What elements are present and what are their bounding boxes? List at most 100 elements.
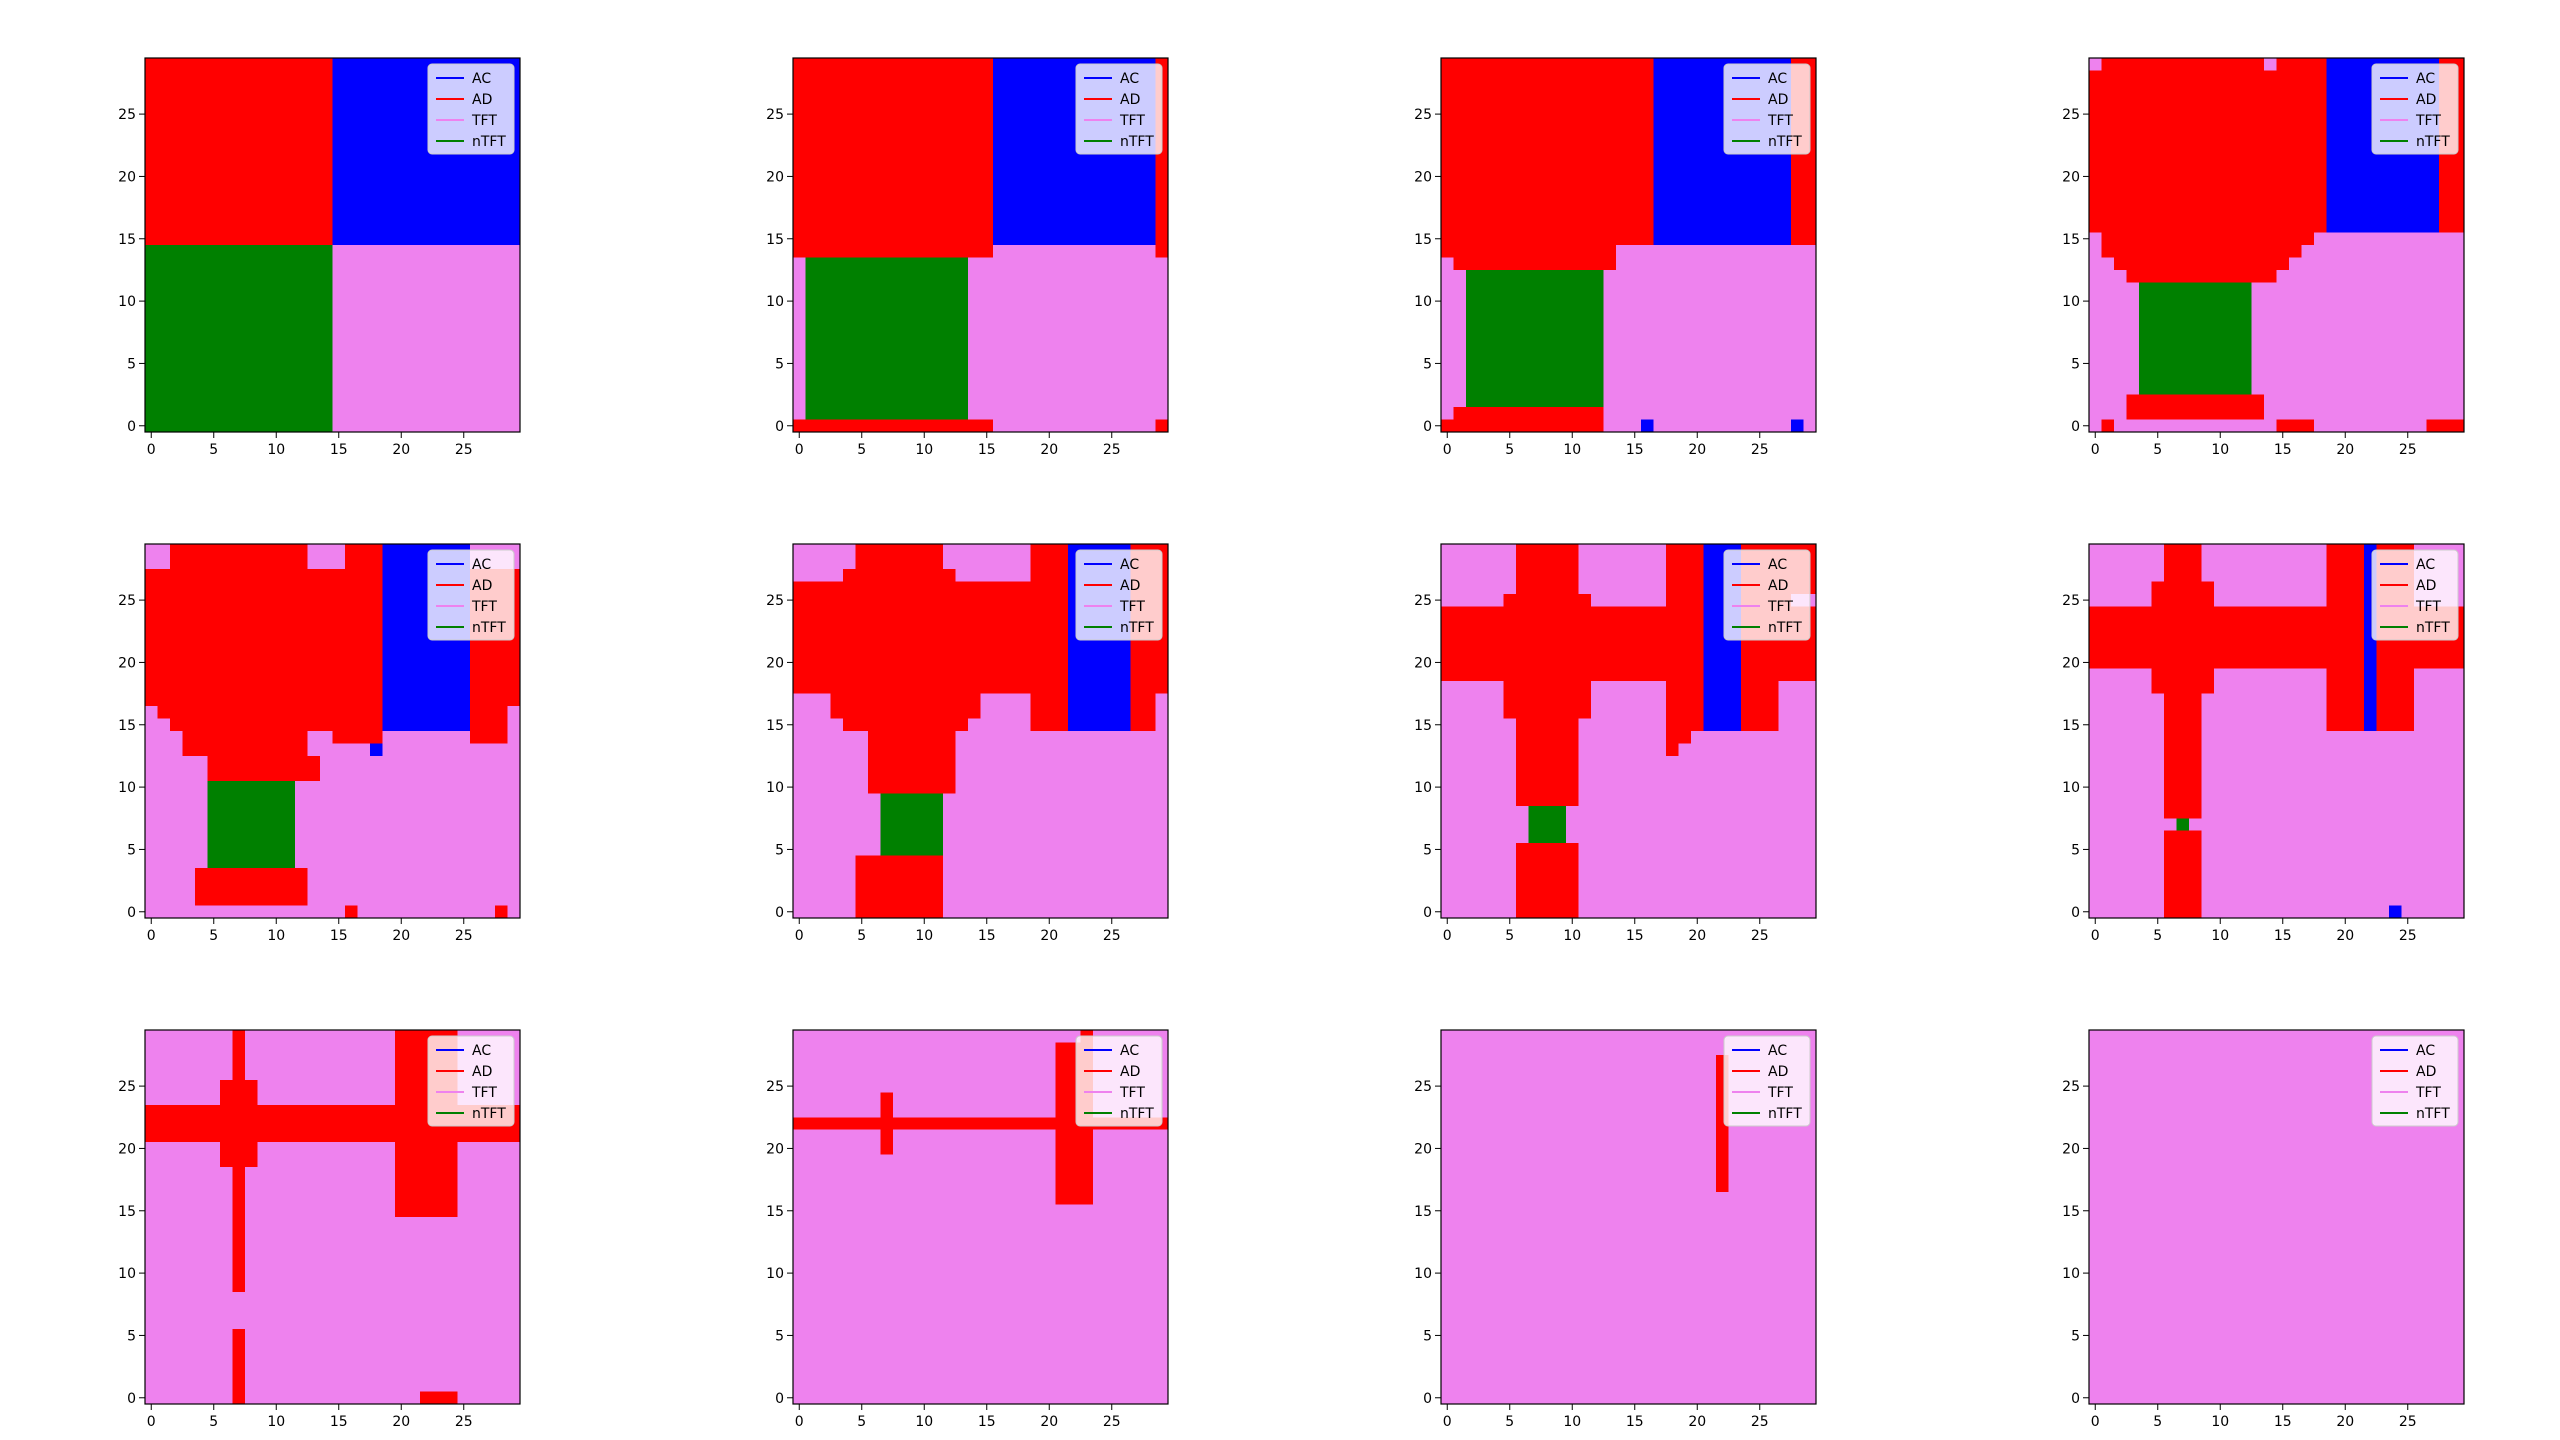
cell-tft — [793, 1067, 1056, 1081]
legend-box — [1723, 1035, 1811, 1127]
cell-ad — [470, 643, 521, 657]
cell-ad — [843, 718, 969, 732]
cell-ad — [1503, 681, 1592, 694]
cell-tft — [145, 1042, 233, 1056]
cell-tft — [1441, 693, 1504, 707]
cell-ad — [843, 568, 956, 582]
cell-tft — [793, 1266, 1169, 1280]
legend-label-ac: AC — [472, 1043, 491, 1059]
cell-tft — [793, 718, 844, 732]
cell-tft — [1578, 568, 1667, 582]
x-tick-label: 15 — [978, 1414, 996, 1430]
cell-tft — [2201, 830, 2465, 844]
cell-tft — [145, 731, 183, 744]
cell-tft — [2089, 1192, 2465, 1205]
cell-tft — [1441, 1304, 1817, 1318]
cell-ac — [332, 182, 521, 196]
cell-ad — [2326, 693, 2365, 707]
x-tick-label: 15 — [1626, 442, 1644, 458]
legend-label-ad: AD — [472, 92, 492, 108]
cell-tft — [2089, 1229, 2465, 1243]
legend-label-ad: AD — [2416, 92, 2436, 108]
cell-tft — [245, 1279, 521, 1293]
cell-ad — [2101, 232, 2315, 246]
cell-tft — [2089, 581, 2152, 595]
cell-tft — [1728, 1154, 1817, 1168]
cell-tft — [793, 544, 856, 557]
cell-ac — [2326, 195, 2440, 208]
cell-tft — [2089, 1254, 2465, 1268]
cell-tft — [257, 1154, 396, 1168]
cell-tft — [1441, 1291, 1817, 1305]
cell-tft — [943, 855, 1169, 869]
cell-tft — [2114, 419, 2277, 433]
cell-tft — [1441, 1154, 1717, 1168]
cell-ad — [2164, 893, 2202, 906]
cell-tft — [1441, 1391, 1817, 1405]
y-tick-label: 0 — [1423, 905, 1432, 921]
legend-label-tft: TFT — [471, 599, 497, 615]
cell-ad — [1130, 668, 1169, 682]
cell-tft — [1578, 843, 1817, 857]
cell-ad — [145, 1117, 521, 1131]
cell-ad — [1441, 606, 1704, 620]
cell-ntft — [805, 344, 969, 358]
cell-tft — [2251, 382, 2465, 395]
legend-label-ac: AC — [1768, 71, 1787, 87]
cell-tft — [1441, 805, 1529, 819]
cell-tft — [2089, 544, 2165, 557]
cell-tft — [1566, 818, 1817, 832]
cell-ad — [1055, 1129, 1094, 1143]
y-tick-label: 0 — [127, 419, 136, 435]
cell-ad — [1130, 681, 1169, 694]
cell-tft — [793, 369, 806, 383]
cell-tft — [320, 755, 521, 769]
cell-ad — [2164, 805, 2202, 819]
cell-tft — [793, 793, 881, 807]
cell-tft — [968, 718, 1031, 732]
cell-ad — [868, 755, 956, 769]
cell-tft — [1603, 319, 1817, 333]
cell-ad — [332, 731, 383, 744]
legend: AC AD TFT nTFT — [1723, 549, 1811, 641]
cell-ntft — [207, 818, 296, 832]
cell-tft — [2089, 1092, 2465, 1106]
cell-tft — [793, 1241, 1169, 1255]
cell-tft — [1441, 880, 1517, 894]
cell-ad — [2089, 107, 2327, 121]
cell-ad — [868, 731, 956, 744]
cell-ad — [868, 780, 956, 794]
cell-tft — [2276, 269, 2465, 283]
cell-ntft — [805, 382, 969, 395]
legend-label-tft: TFT — [2415, 599, 2441, 615]
subplot-9: 0 5 10 15 20 25 0 5 10 15 20 25 AC AD TFT nTFT — [118, 1029, 521, 1430]
cell-ntft — [145, 269, 333, 283]
cell-tft — [2089, 1179, 2465, 1193]
cell-ac — [1703, 681, 1742, 694]
cell-ad — [1516, 905, 1579, 919]
cell-ntft — [805, 407, 969, 420]
cell-ad — [2326, 544, 2365, 557]
cell-ad — [793, 232, 994, 246]
cell-ac — [1653, 207, 1792, 221]
cell-tft — [1441, 1341, 1817, 1355]
cell-ad — [793, 593, 1069, 607]
cell-tft — [1603, 282, 1817, 296]
cell-tft — [968, 307, 1169, 321]
cell-ad — [2114, 257, 2290, 271]
cell-tft — [145, 1054, 233, 1068]
cell-tft — [1603, 419, 1642, 433]
cell-tft — [1441, 568, 1517, 582]
cell-tft — [943, 830, 1169, 844]
cell-tft — [145, 830, 208, 844]
x-tick-label: 0 — [2091, 1414, 2100, 1430]
cell-ad — [1666, 681, 1704, 694]
cell-ad — [880, 1142, 894, 1156]
cell-tft — [1441, 593, 1504, 607]
cell-tft — [2301, 245, 2465, 258]
cell-ad — [395, 1142, 458, 1156]
cell-tft — [2089, 1067, 2465, 1081]
y-tick-label: 5 — [1423, 356, 1432, 372]
y-tick-label: 15 — [118, 718, 136, 734]
cell-tft — [1803, 419, 1817, 433]
